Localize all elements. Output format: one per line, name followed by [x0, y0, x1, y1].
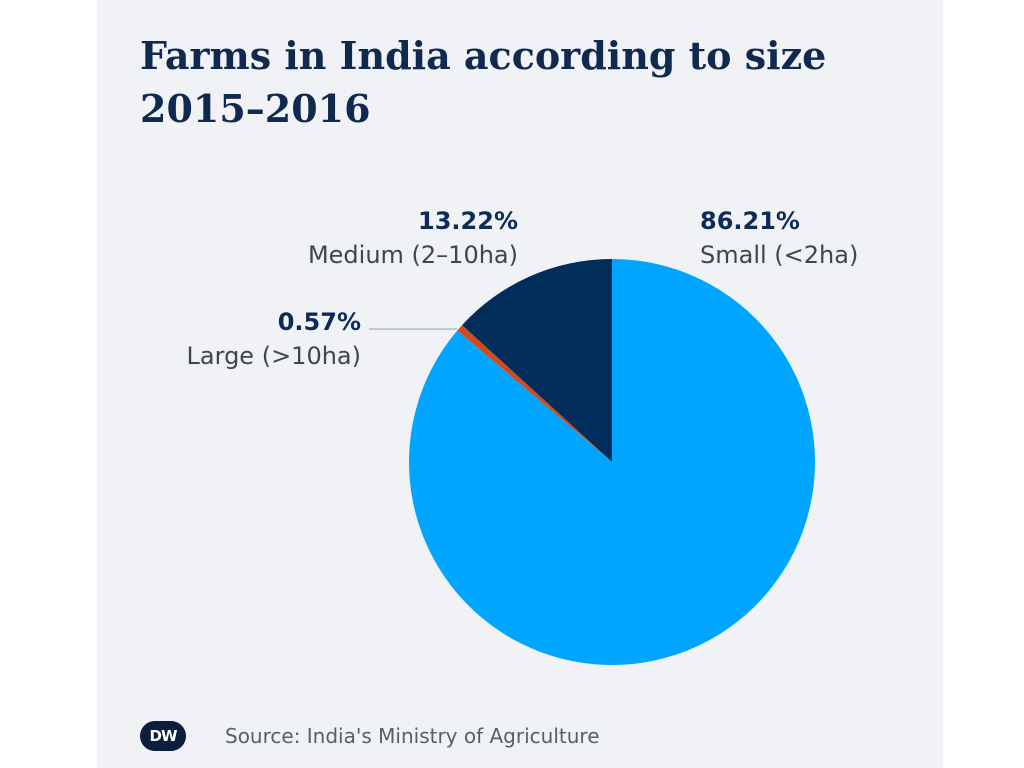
data-label-medium-category: Medium (2–10ha)	[308, 241, 518, 269]
chart-card: Farms in India according to size 2015–20…	[97, 0, 943, 768]
footer: DW Source: India's Ministry of Agricultu…	[140, 718, 600, 754]
pie-chart: 13.22% Medium (2–10ha) 0.57% Large (>10h…	[187, 207, 858, 666]
data-label-large-category: Large (>10ha)	[187, 342, 361, 370]
data-label-medium-value: 13.22%	[418, 207, 518, 235]
dw-logo: DW	[140, 721, 186, 751]
pie-slice-large	[457, 325, 612, 462]
data-label-large-value: 0.57%	[278, 308, 361, 336]
chart-subtitle-years: 2015–2016	[140, 86, 371, 131]
chart-title: Farms in India according to size	[140, 33, 827, 78]
data-label-small-value: 86.21%	[700, 207, 800, 235]
data-label-small-category: Small (<2ha)	[700, 241, 858, 269]
pie-slice-medium	[462, 259, 612, 462]
pie-slice-small	[409, 259, 816, 666]
source-note: Source: India's Ministry of Agriculture	[225, 724, 600, 748]
